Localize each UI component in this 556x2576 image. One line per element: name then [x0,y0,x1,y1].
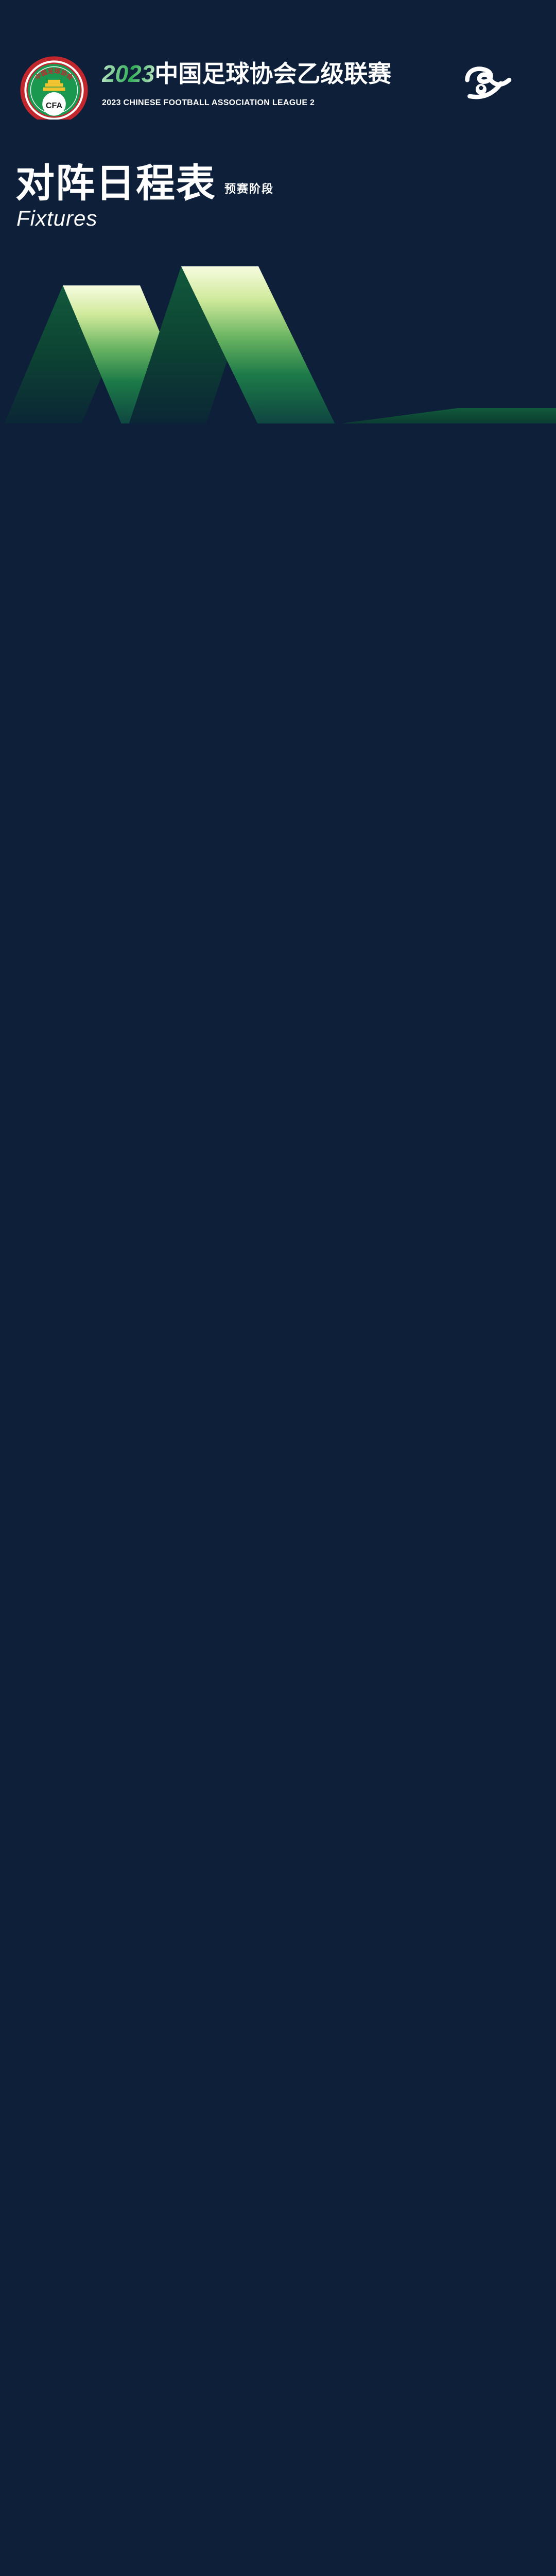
svg-text:CFA: CFA [46,101,63,110]
